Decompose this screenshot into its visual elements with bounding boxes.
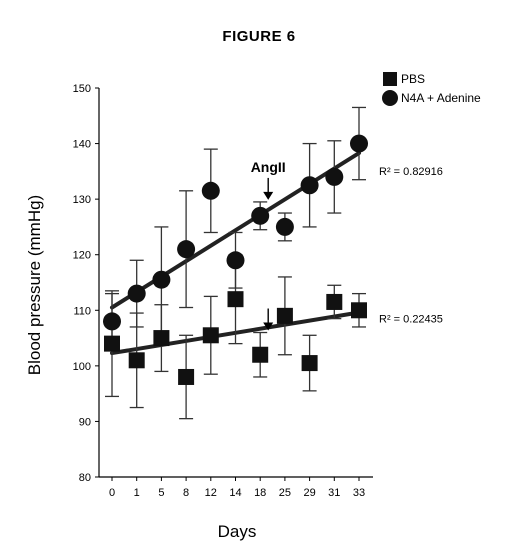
angii-label: AngII: [251, 159, 286, 175]
x-tick-label: 0: [109, 487, 115, 499]
legend-marker-circle: [382, 90, 398, 106]
arrow-head: [263, 192, 273, 200]
x-tick-label: 31: [328, 487, 340, 499]
y-tick-label: 150: [73, 83, 91, 95]
data-point-circle: [325, 168, 343, 186]
x-tick-label: 33: [353, 487, 365, 499]
data-point-circle: [227, 251, 245, 269]
data-point-circle: [177, 240, 195, 258]
data-point-square: [302, 355, 318, 371]
data-point-circle: [103, 312, 121, 330]
y-tick-label: 140: [73, 139, 91, 151]
data-point-square: [277, 308, 293, 324]
x-tick-label: 25: [279, 487, 291, 499]
legend-label: PBS: [401, 72, 425, 86]
data-point-square: [178, 369, 194, 385]
data-point-circle: [202, 182, 220, 200]
data-point-circle: [152, 271, 170, 289]
x-tick-label: 18: [254, 487, 266, 499]
y-tick-label: 130: [73, 194, 91, 206]
y-tick-label: 110: [73, 305, 91, 317]
legend-marker-square: [383, 72, 397, 86]
data-point-square: [104, 336, 120, 352]
legend-label: N4A + Adenine: [401, 91, 481, 105]
data-point-circle: [276, 218, 294, 236]
x-tick-label: 14: [229, 487, 241, 499]
x-tick-label: 29: [303, 487, 315, 499]
x-tick-label: 1: [134, 487, 140, 499]
y-tick-label: 100: [73, 361, 91, 373]
r2-label: R² = 0.22435: [379, 314, 443, 326]
y-axis-title: Blood pressure (mmHg): [25, 195, 44, 375]
data-point-square: [326, 294, 342, 310]
annotations: R² = 0.22435 R² = 0.82916 AngII: [251, 159, 443, 331]
legend: PBS N4A + Adenine: [382, 72, 481, 106]
x-tick-label: 5: [158, 487, 164, 499]
data-point-circle: [128, 285, 146, 303]
y-tick-label: 80: [79, 472, 91, 484]
x-tick-label: 8: [183, 487, 189, 499]
data-point-square: [153, 330, 169, 346]
data-point-square: [129, 352, 145, 368]
r2-label: R² = 0.82916: [379, 166, 443, 178]
data-point-circle: [301, 176, 319, 194]
data-point-square: [252, 347, 268, 363]
data-point-circle: [350, 135, 368, 153]
x-axis-title: Days: [218, 522, 257, 541]
y-tick-label: 90: [79, 416, 91, 428]
y-tick-label: 120: [73, 250, 91, 262]
data-point-square: [203, 327, 219, 343]
data-point-circle: [251, 207, 269, 225]
data-point-square: [351, 302, 367, 318]
x-tick-label: 12: [205, 487, 217, 499]
data-point-square: [228, 291, 244, 307]
